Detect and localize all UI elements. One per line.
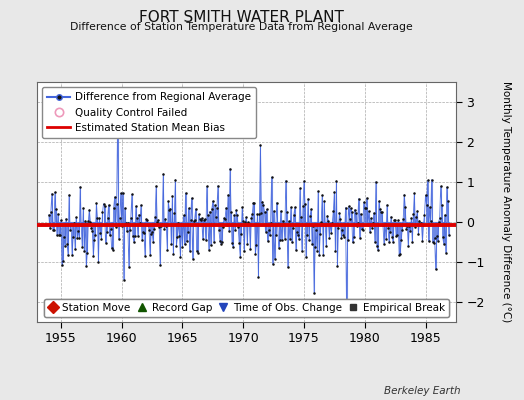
Text: Berkeley Earth: Berkeley Earth (385, 386, 461, 396)
Text: Difference of Station Temperature Data from Regional Average: Difference of Station Temperature Data f… (70, 22, 412, 32)
Legend: Station Move, Record Gap, Time of Obs. Change, Empirical Break: Station Move, Record Gap, Time of Obs. C… (43, 299, 449, 317)
Text: FORT SMITH WATER PLANT: FORT SMITH WATER PLANT (139, 10, 343, 25)
Y-axis label: Monthly Temperature Anomaly Difference (°C): Monthly Temperature Anomaly Difference (… (501, 81, 511, 323)
